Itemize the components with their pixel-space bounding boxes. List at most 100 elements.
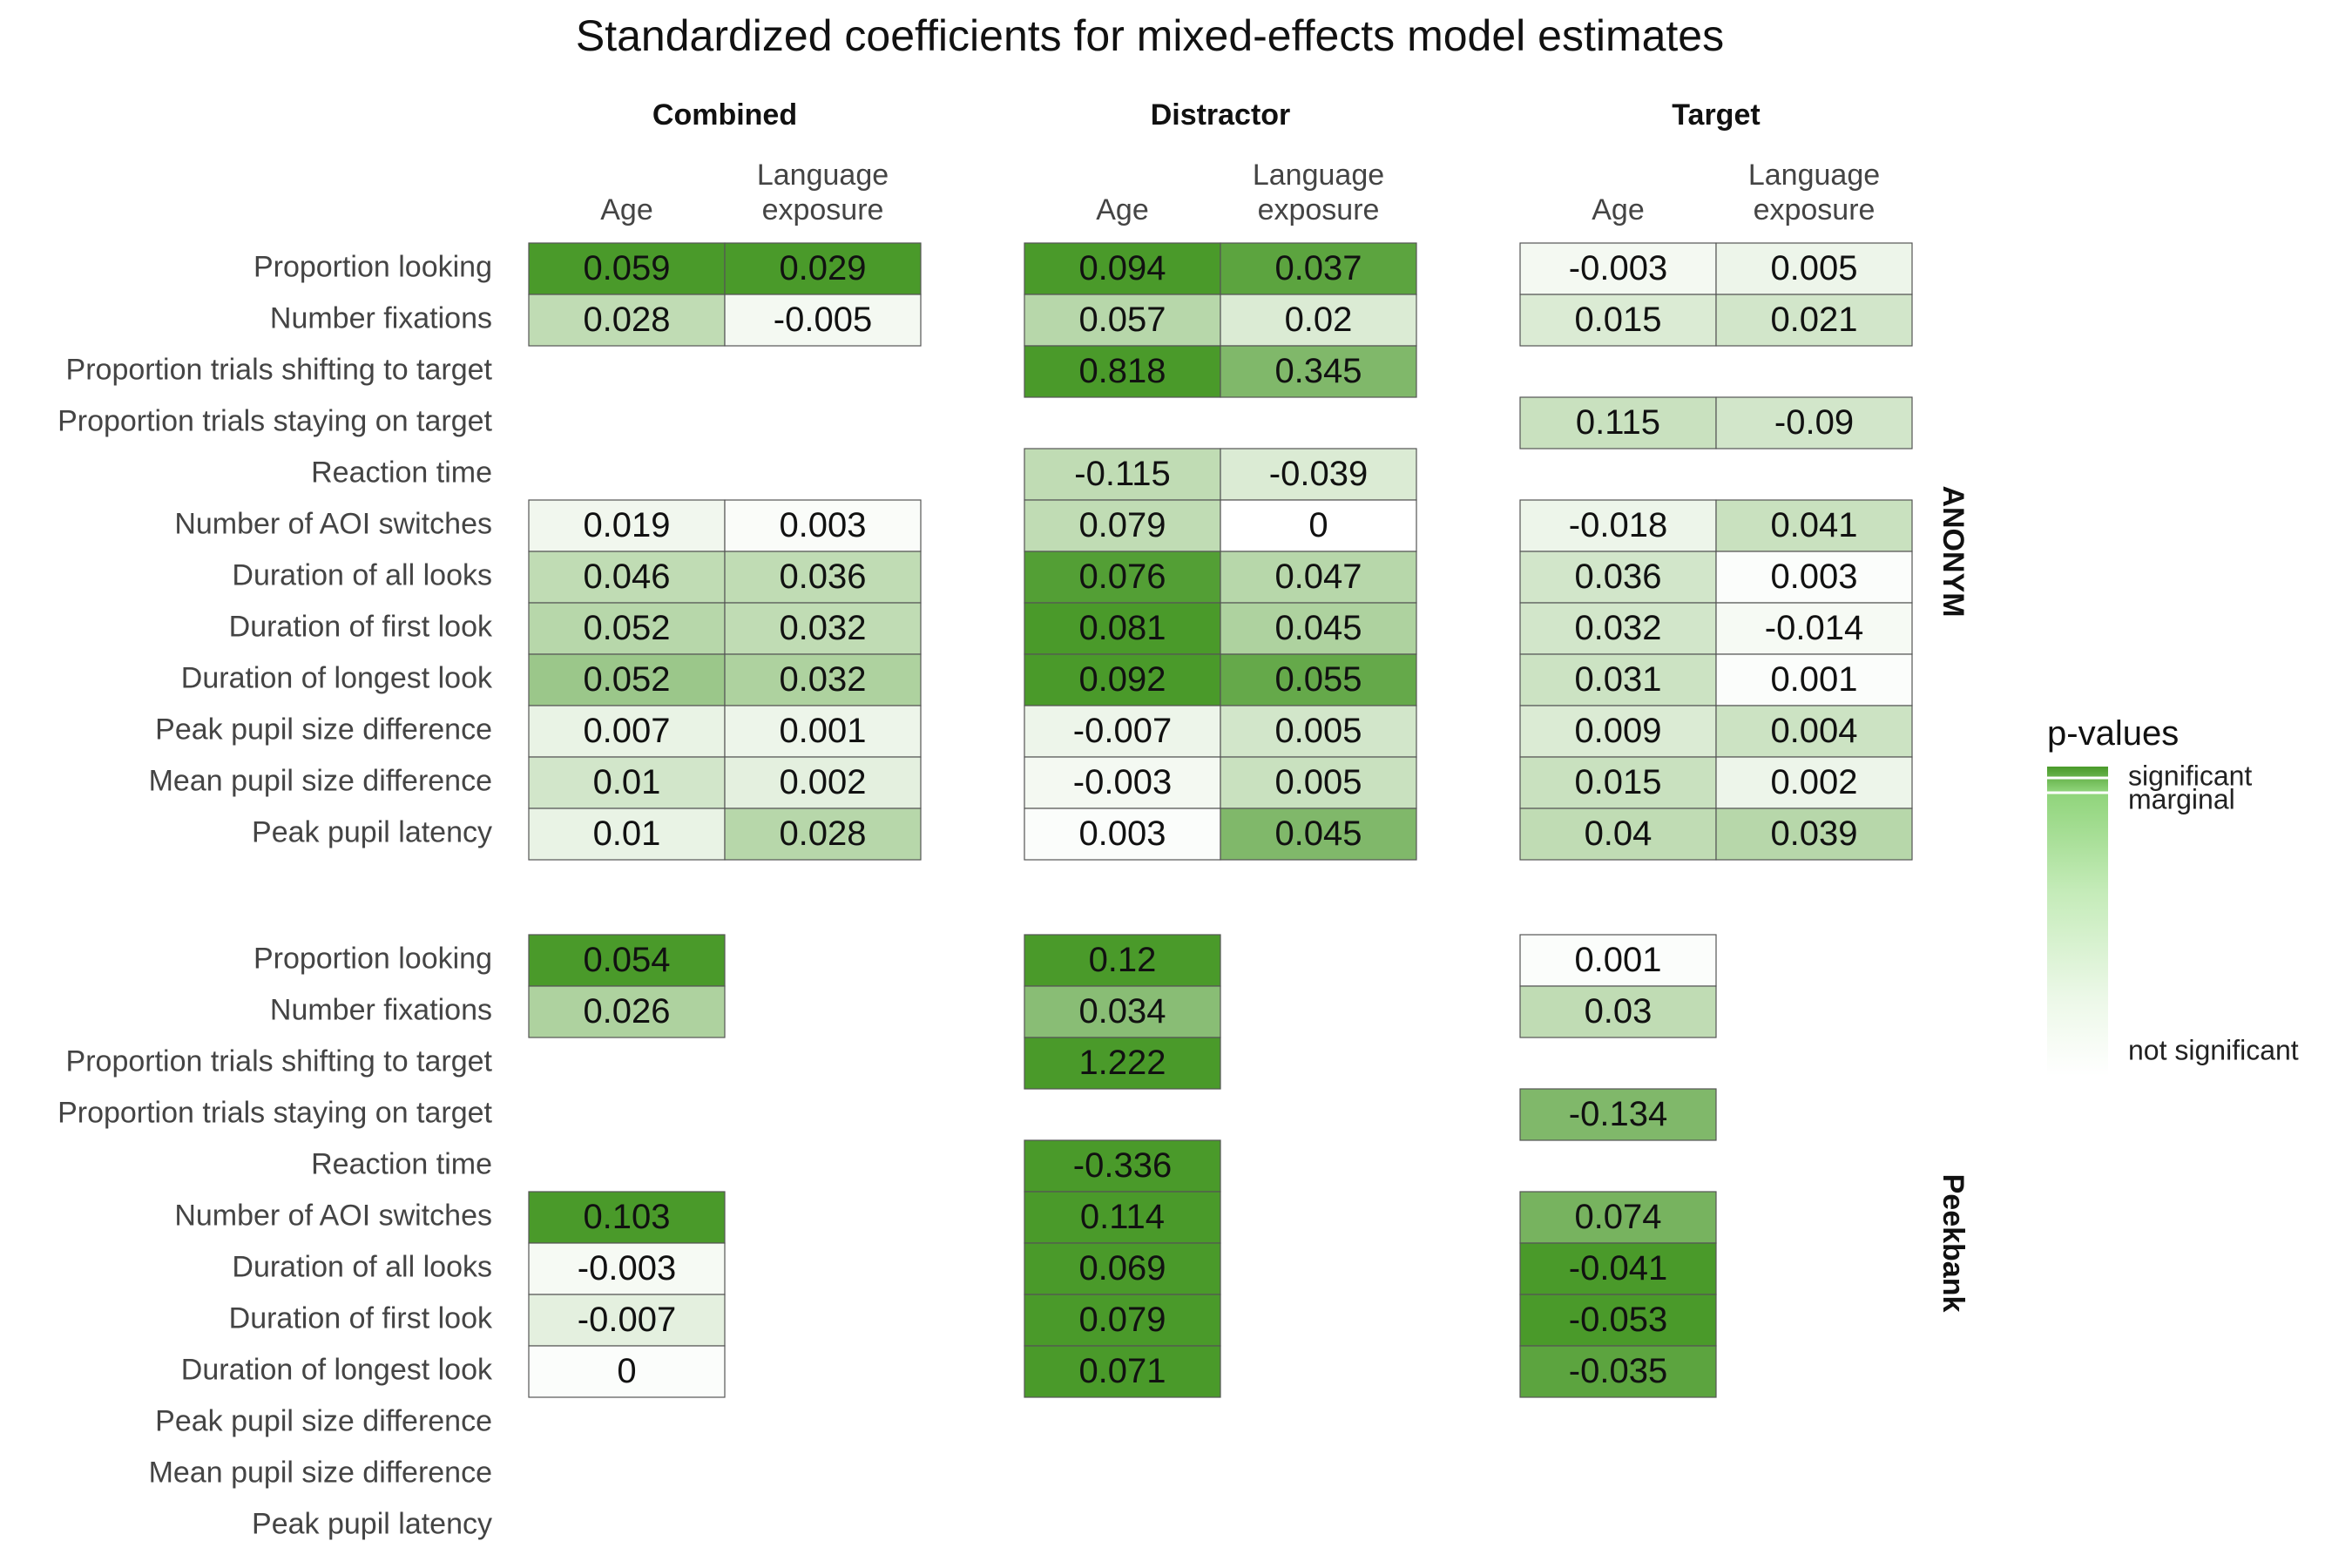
row-label: Number fixations	[270, 993, 492, 1026]
column-label-language: Language	[757, 159, 889, 192]
cell-value-label: 0.076	[1078, 558, 1166, 596]
cell-value-label: 0.01	[593, 814, 661, 853]
heatmap-cell	[1220, 705, 1417, 758]
legend-label-marginal: marginal	[2128, 783, 2235, 814]
heatmap-cell	[1024, 242, 1221, 295]
panel-strip-label: ANONYM	[1936, 485, 1970, 617]
cell-value-label: 0.047	[1274, 558, 1362, 596]
row-label: Mean pupil size difference	[149, 764, 492, 797]
row-label: Proportion trials staying on target	[57, 1096, 492, 1129]
cell-value-label: 0.094	[1078, 249, 1166, 287]
cell-value-label: -0.003	[1569, 249, 1667, 287]
cell-value-label: -0.053	[1569, 1301, 1667, 1339]
heatmap-cell	[1220, 756, 1417, 809]
row-label: Peak pupil size difference	[155, 1404, 492, 1437]
cell-value-label: -0.005	[774, 301, 872, 339]
cell-value-label: 0.029	[779, 249, 866, 287]
row-label: Number of AOI switches	[174, 1199, 492, 1232]
row-label: Duration of longest look	[181, 1353, 493, 1386]
cell-value-label: -0.007	[1073, 712, 1172, 750]
cell-value-label: 0.037	[1274, 249, 1362, 287]
heatmap-cell	[1715, 499, 1913, 552]
legend-label-not-significant: not significant	[2128, 1034, 2299, 1065]
cell-value-label: 0.019	[583, 506, 670, 544]
cell-value-label: 0.005	[1274, 712, 1362, 750]
heatmap-cell	[724, 756, 922, 809]
heatmap-cell	[724, 808, 922, 861]
cell-value-label: -0.09	[1774, 403, 1854, 442]
heatmap-cell	[1220, 294, 1417, 347]
cell-value-label: -0.035	[1569, 1352, 1667, 1390]
heatmap-cell	[1024, 345, 1221, 398]
heatmap-cell	[1715, 602, 1913, 655]
cell-value-label: 0.004	[1770, 712, 1857, 750]
heatmap-cell	[1519, 602, 1717, 655]
cell-value-label: 0.045	[1274, 609, 1362, 647]
cell-value-label: 0.059	[583, 249, 670, 287]
row-label: Proportion trials shifting to target	[66, 353, 493, 386]
row-label: Peak pupil latency	[252, 815, 492, 848]
cell-value-label: -0.134	[1569, 1095, 1667, 1133]
heatmap-cell	[528, 653, 726, 706]
cell-value-label: -0.039	[1269, 455, 1368, 493]
cell-value-label: 0.02	[1285, 301, 1353, 339]
column-label-age: Age	[1592, 193, 1645, 226]
heatmap-cell	[528, 499, 726, 552]
cell-value-label: 0.045	[1274, 814, 1362, 853]
cell-value-label: 0.002	[1770, 763, 1857, 801]
cell-value-label: -0.336	[1073, 1146, 1172, 1185]
column-label-exposure: exposure	[1258, 193, 1380, 226]
heatmap-cell	[1024, 1139, 1221, 1193]
cell-value-label: 0.026	[583, 992, 670, 1031]
heatmap-cell	[1519, 1242, 1717, 1295]
cell-value-label: -0.014	[1765, 609, 1863, 647]
cell-value-label: 0.052	[583, 660, 670, 699]
heatmap-cell	[1220, 653, 1417, 706]
column-label-exposure: exposure	[762, 193, 884, 226]
cell-value-label: -0.115	[1074, 455, 1170, 493]
cell-value-label: 0.032	[779, 660, 866, 699]
cell-value-label: 0.028	[583, 301, 670, 339]
heatmap-cell	[724, 705, 922, 758]
heatmap-cell	[1220, 242, 1417, 295]
heatmap-cell	[1519, 396, 1717, 449]
cell-value-label: 0.074	[1574, 1198, 1661, 1236]
cell-value-label: 0.079	[1078, 506, 1166, 544]
cell-value-label: 0.001	[1770, 660, 1857, 699]
cell-value-label: 0.028	[779, 814, 866, 853]
cell-value-label: 0.055	[1274, 660, 1362, 699]
heatmap-cell	[1715, 242, 1913, 295]
heatmap-cell	[1024, 294, 1221, 347]
cell-value-label: 0.345	[1274, 352, 1362, 390]
heatmap-cell	[1220, 551, 1417, 604]
row-label: Proportion looking	[253, 942, 492, 975]
cell-value-label: 0.031	[1574, 660, 1661, 699]
cell-value-label: -0.018	[1569, 506, 1667, 544]
row-label: Proportion looking	[253, 250, 492, 283]
heatmap-cell	[724, 551, 922, 604]
heatmap-cell	[1715, 756, 1913, 809]
cell-value-label: -0.041	[1569, 1249, 1667, 1288]
cell-value-label: 0.01	[593, 763, 661, 801]
cell-value-label: 0.12	[1089, 941, 1157, 979]
heatmap-cell	[1220, 602, 1417, 655]
heatmap-cell	[1024, 756, 1221, 809]
cell-value-label: 0.007	[583, 712, 670, 750]
column-label-language: Language	[1253, 159, 1384, 192]
heatmap-cell	[1519, 1088, 1717, 1141]
cell-value-label: 0.114	[1080, 1198, 1165, 1236]
cell-value-label: 0.046	[583, 558, 670, 596]
heatmap-cell	[724, 294, 922, 347]
heatmap-cell	[724, 499, 922, 552]
column-label-exposure: exposure	[1754, 193, 1876, 226]
cell-value-label: 0.003	[779, 506, 866, 544]
cell-value-label: 0.009	[1574, 712, 1661, 750]
heatmap-cell	[1024, 1037, 1221, 1090]
row-label: Mean pupil size difference	[149, 1456, 492, 1489]
cell-value-label: -0.003	[578, 1249, 676, 1288]
row-label: Duration of first look	[229, 610, 493, 643]
row-label: Duration of all looks	[232, 1250, 492, 1283]
column-label-age: Age	[1096, 193, 1149, 226]
heatmap-cell	[1024, 1345, 1221, 1398]
heatmap-cell	[1024, 705, 1221, 758]
